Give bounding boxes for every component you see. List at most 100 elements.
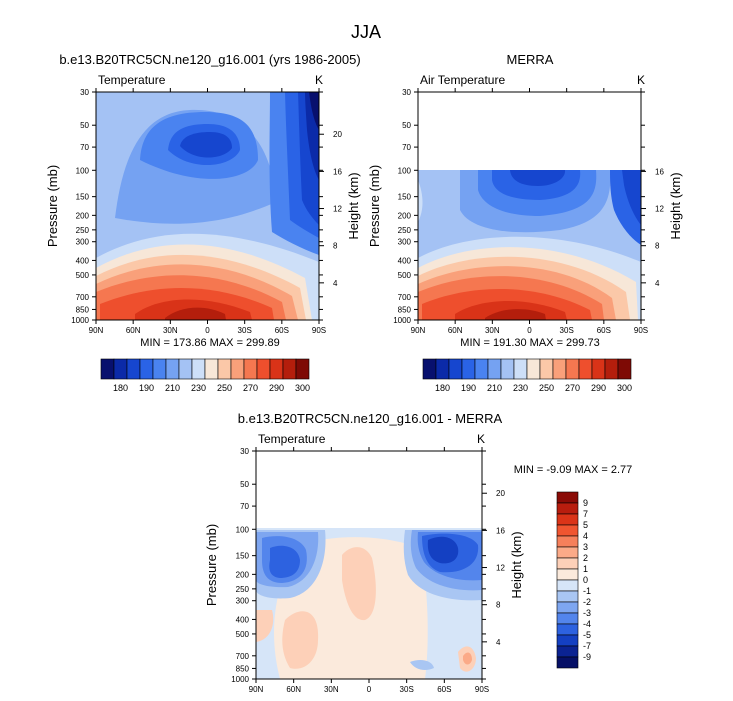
pressure-tick-label: 100 [236, 525, 250, 534]
colorbar-swatch [461, 358, 476, 380]
pressure-tick-label: 70 [402, 143, 411, 152]
axis-ticks: 3050701001502002503004005007008501000481… [231, 447, 505, 694]
colorbar-label: 180 [113, 383, 128, 393]
min-max-stats: MIN = -9.09 MAX = 2.77 [514, 464, 633, 476]
axis-ticks: 3050701001502002503004005007008501000481… [71, 88, 342, 335]
axis-ticks: 3050701001502002503004005007008501000481… [393, 88, 664, 335]
colorbar-swatch [295, 358, 310, 380]
colorbar-label: 7 [583, 509, 588, 519]
background-fill [256, 451, 482, 528]
colorbar-swatch [230, 358, 245, 380]
pressure-tick-label: 400 [236, 615, 250, 624]
contour-band [165, 307, 226, 320]
panel-merra: MERRA Air Temperature K 30 50 70 100 150 200 2… [367, 52, 683, 393]
lat-tick-label: 90S [312, 326, 326, 335]
contour-band [256, 610, 274, 642]
height-tick-label: 16 [655, 167, 664, 176]
y-axis-label-right: Height (km) [668, 172, 683, 239]
lat-tick-label: 30S [238, 326, 252, 335]
pressure-tick-label: 500 [76, 271, 90, 280]
pressure-tick-label: 150 [236, 552, 250, 561]
colorbar-label: 300 [617, 383, 632, 393]
contour-band [418, 180, 423, 222]
height-tick-label: 4 [655, 279, 660, 288]
colorbar-swatch [556, 568, 579, 581]
panel-title: b.e13.B20TRC5CN.ne120_g16.001 - MERRA [238, 411, 503, 426]
lat-tick-label: 30N [485, 326, 500, 335]
lat-tick-label: 30S [560, 326, 574, 335]
panel-model: b.e13.B20TRC5CN.ne120_g16.001 (yrs 1986-… [45, 52, 361, 393]
colorbar-label: 300 [295, 383, 310, 393]
colorbar-label: 5 [583, 520, 588, 530]
lat-tick-label: 60S [437, 685, 451, 694]
contour-field [418, 92, 641, 320]
colorbar-swatch [526, 358, 541, 380]
panel-right-label: K [637, 73, 645, 87]
contour-band [309, 92, 319, 130]
pressure-tick-label: 400 [76, 256, 90, 265]
colorbar-swatch [152, 358, 167, 380]
colorbar-swatch [191, 358, 206, 380]
colorbar-swatch [487, 358, 502, 380]
colorbar-label: -2 [583, 597, 591, 607]
colorbar-swatch [556, 579, 579, 592]
colorbar-label: 290 [591, 383, 606, 393]
pressure-tick-label: 850 [76, 305, 90, 314]
pressure-tick-label: 250 [236, 585, 250, 594]
contour-field [256, 451, 482, 679]
lat-tick-label: 90S [475, 685, 489, 694]
pressure-tick-label: 50 [80, 121, 89, 130]
panel-right-label: K [315, 73, 323, 87]
colorbar-label: -9 [583, 652, 591, 662]
colorbar-swatch [204, 358, 219, 380]
colorbar-label: 2 [583, 553, 588, 563]
pressure-tick-label: 700 [236, 652, 250, 661]
height-tick-label: 4 [333, 279, 338, 288]
colorbar-swatch [178, 358, 193, 380]
colorbar-swatch [617, 358, 632, 380]
contour-band [485, 309, 546, 320]
colorbar-label: 180 [435, 383, 450, 393]
pressure-tick-label: 100 [76, 166, 90, 175]
colorbar-label: 250 [217, 383, 232, 393]
colorbar-label: 4 [583, 531, 588, 541]
colorbar-swatch [556, 612, 579, 625]
colorbar-label: 210 [165, 383, 180, 393]
height-tick-label: 12 [655, 205, 664, 214]
contour-band [342, 547, 376, 621]
colorbar-swatch [256, 358, 271, 380]
colorbar-swatch [556, 590, 579, 603]
colorbar-label: 230 [191, 383, 206, 393]
pressure-tick-label: 30 [240, 447, 249, 456]
colorbar-swatch [556, 513, 579, 526]
y-axis-label: Pressure (mb) [45, 165, 60, 247]
pressure-tick-label: 300 [236, 597, 250, 606]
lat-tick-label: 0 [205, 326, 210, 335]
colorbar-swatch [556, 502, 579, 515]
contour-band [510, 170, 566, 186]
colorbar-swatch [269, 358, 284, 380]
height-tick-label: 8 [655, 242, 660, 251]
colorbar-swatch [556, 623, 579, 636]
colorbar-swatch [578, 358, 593, 380]
colorbar-swatch [556, 491, 579, 504]
panel-title: MERRA [507, 52, 554, 67]
colorbar-swatch [474, 358, 489, 380]
colorbar-label: -4 [583, 619, 591, 629]
lat-tick-label: 60N [286, 685, 301, 694]
panel-right-label: K [477, 432, 485, 446]
pressure-tick-label: 250 [398, 226, 412, 235]
background-fill [418, 92, 641, 170]
colorbar-label: 3 [583, 542, 588, 552]
pressure-tick-label: 1000 [393, 316, 411, 325]
colorbar-label: 290 [269, 383, 284, 393]
contour-band [180, 132, 232, 158]
height-tick-label: 4 [496, 638, 501, 647]
colorbar-swatch [126, 358, 141, 380]
colorbar-label: -3 [583, 608, 591, 618]
height-tick-label: 16 [496, 526, 505, 535]
height-tick-label: 12 [496, 564, 505, 573]
lat-tick-label: 30N [324, 685, 339, 694]
